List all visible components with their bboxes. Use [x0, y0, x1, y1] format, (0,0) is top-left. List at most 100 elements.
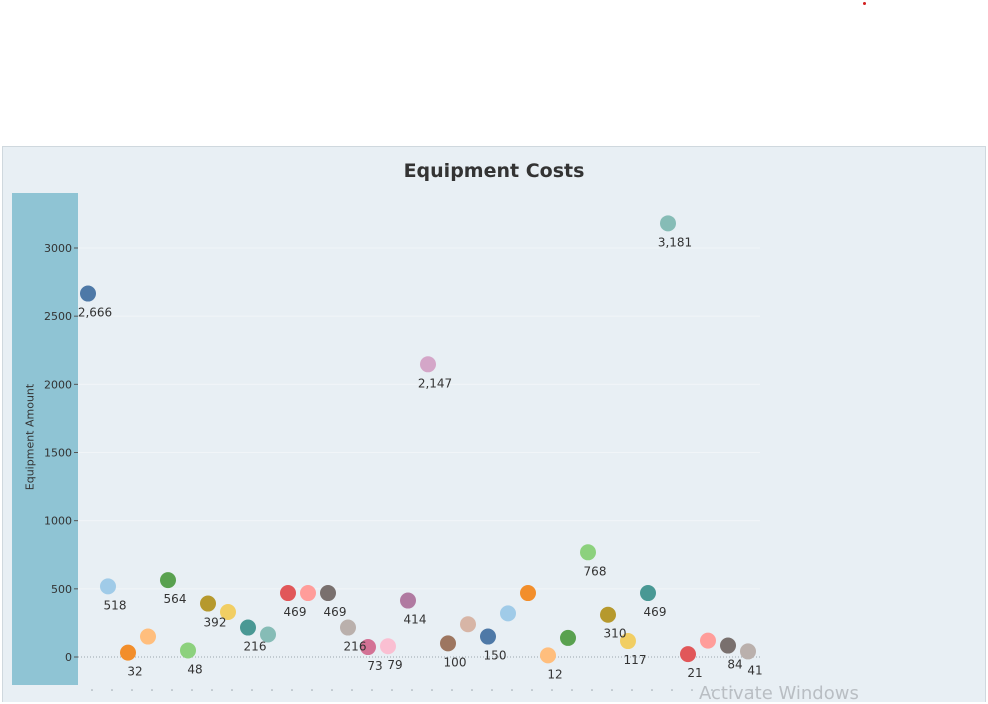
- data-label: 216: [344, 640, 367, 654]
- data-point: [620, 633, 636, 650]
- y-tick-label: 1500: [44, 447, 72, 460]
- data-point: [680, 646, 696, 663]
- x-tick-dot: [631, 689, 633, 691]
- x-tick-dot: [91, 689, 93, 691]
- x-tick-dot: [571, 689, 573, 691]
- data-point: [160, 572, 176, 589]
- x-tick-dot: [271, 689, 273, 691]
- data-point: [440, 635, 456, 652]
- x-tick-dot: [371, 689, 373, 691]
- y-tick-label: 0: [65, 651, 72, 664]
- data-label: 48: [187, 662, 202, 676]
- x-tick-dot: [171, 689, 173, 691]
- x-tick-dot: [411, 689, 413, 691]
- data-label: 21: [687, 666, 702, 680]
- data-point: [120, 644, 136, 661]
- data-point: [340, 619, 356, 636]
- x-tick-dot: [451, 689, 453, 691]
- y-tick-label: 500: [51, 583, 72, 596]
- x-tick-dot: [351, 689, 353, 691]
- x-tick-dot: [151, 689, 153, 691]
- x-tick-dot: [431, 689, 433, 691]
- x-tick-dot: [651, 689, 653, 691]
- data-point: [660, 215, 676, 232]
- data-point: [400, 592, 416, 609]
- data-label: 469: [644, 605, 667, 619]
- data-point: [720, 637, 736, 654]
- data-label: 414: [404, 613, 427, 627]
- x-tick-dot: [291, 689, 293, 691]
- data-point: [480, 628, 496, 645]
- data-point: [740, 643, 756, 660]
- data-point: [180, 642, 196, 659]
- x-tick-dot: [551, 689, 553, 691]
- data-label: 32: [127, 665, 142, 679]
- x-tick-dot: [711, 689, 713, 691]
- x-tick-dot: [111, 689, 113, 691]
- data-point: [580, 544, 596, 561]
- data-point: [500, 605, 516, 622]
- data-point: [240, 619, 256, 636]
- x-tick-dot: [671, 689, 673, 691]
- data-point: [140, 628, 156, 645]
- data-label: 768: [584, 564, 607, 578]
- data-label: 310: [604, 627, 627, 641]
- data-label: 150: [484, 649, 507, 663]
- data-label: 392: [204, 616, 227, 630]
- data-point: [260, 626, 276, 643]
- data-point: [80, 285, 96, 302]
- data-label: 12: [547, 667, 562, 681]
- data-point: [100, 578, 116, 595]
- data-label: 3,181: [658, 235, 692, 249]
- data-point: [540, 647, 556, 664]
- x-tick-dot: [191, 689, 193, 691]
- data-label: 469: [324, 605, 347, 619]
- x-tick-dot: [391, 689, 393, 691]
- data-point: [380, 638, 396, 655]
- x-tick-dot: [611, 689, 613, 691]
- data-point: [220, 604, 236, 621]
- data-point: [300, 585, 316, 602]
- data-point: [560, 629, 576, 646]
- x-tick-dot: [131, 689, 133, 691]
- data-label: 117: [624, 653, 647, 667]
- x-tick-dot: [211, 689, 213, 691]
- red-dot-marker: [863, 2, 866, 5]
- x-tick-dot: [471, 689, 473, 691]
- data-label: 216: [244, 640, 267, 654]
- data-point: [200, 595, 216, 612]
- x-tick-dot: [531, 689, 533, 691]
- data-point: [600, 606, 616, 623]
- data-label: 518: [104, 598, 127, 612]
- data-point: [360, 639, 376, 656]
- data-point: [320, 585, 336, 602]
- x-tick-dot: [691, 689, 693, 691]
- data-label: 2,666: [78, 306, 112, 320]
- y-tick-label: 2500: [44, 310, 72, 323]
- x-tick-dot: [491, 689, 493, 691]
- data-label: 73: [367, 659, 382, 673]
- data-point: [640, 585, 656, 602]
- x-tick-dot: [731, 689, 733, 691]
- y-tick-label: 3000: [44, 242, 72, 255]
- data-point: [520, 585, 536, 602]
- x-tick-dot: [331, 689, 333, 691]
- data-point: [700, 632, 716, 649]
- data-point: [280, 585, 296, 602]
- data-point: [420, 356, 436, 373]
- y-tick-label: 1000: [44, 515, 72, 528]
- data-label: 100: [444, 655, 467, 669]
- y-tick-label: 2000: [44, 378, 72, 391]
- chart-panel: [2, 146, 986, 702]
- x-tick-dot: [311, 689, 313, 691]
- data-point: [460, 616, 476, 633]
- x-tick-dot: [251, 689, 253, 691]
- x-tick-dot: [511, 689, 513, 691]
- x-tick-dot: [231, 689, 233, 691]
- data-label: 564: [164, 592, 187, 606]
- data-label: 469: [284, 605, 307, 619]
- data-label: 84: [727, 658, 742, 672]
- data-label: 79: [387, 658, 402, 672]
- x-tick-dot: [751, 689, 753, 691]
